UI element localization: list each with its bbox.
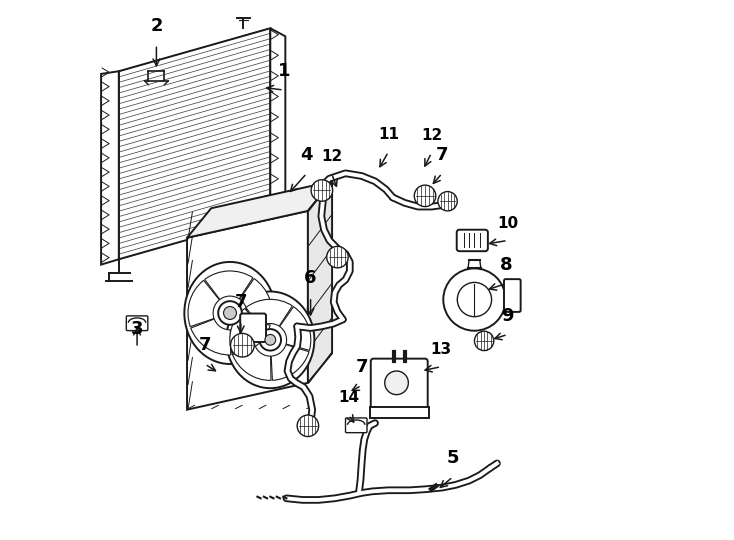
Text: 13: 13 xyxy=(431,342,451,357)
FancyBboxPatch shape xyxy=(371,359,428,410)
Wedge shape xyxy=(240,279,272,324)
FancyBboxPatch shape xyxy=(457,230,488,251)
Circle shape xyxy=(385,371,408,395)
Text: 2: 2 xyxy=(150,17,163,35)
Wedge shape xyxy=(191,319,230,355)
Text: 10: 10 xyxy=(497,216,518,231)
Circle shape xyxy=(218,301,241,325)
FancyBboxPatch shape xyxy=(126,316,148,330)
Polygon shape xyxy=(101,71,119,265)
Text: 12: 12 xyxy=(321,148,342,164)
Circle shape xyxy=(224,307,236,320)
Wedge shape xyxy=(280,307,310,350)
Circle shape xyxy=(297,415,319,436)
Text: 9: 9 xyxy=(501,307,514,325)
Circle shape xyxy=(311,180,333,201)
Text: 8: 8 xyxy=(501,256,513,274)
Wedge shape xyxy=(230,308,260,353)
Text: 6: 6 xyxy=(305,269,317,287)
Text: 3: 3 xyxy=(131,320,143,338)
Ellipse shape xyxy=(184,262,276,364)
Circle shape xyxy=(438,192,457,211)
Text: 14: 14 xyxy=(338,390,360,406)
Polygon shape xyxy=(187,181,332,238)
Polygon shape xyxy=(187,211,308,410)
Circle shape xyxy=(265,334,276,345)
Text: 7: 7 xyxy=(436,146,448,164)
Wedge shape xyxy=(188,280,219,327)
Polygon shape xyxy=(270,28,286,227)
Text: 7: 7 xyxy=(234,293,247,312)
Polygon shape xyxy=(119,28,270,259)
Wedge shape xyxy=(246,299,292,327)
Text: 11: 11 xyxy=(378,127,399,142)
FancyBboxPatch shape xyxy=(240,314,266,342)
FancyBboxPatch shape xyxy=(346,418,367,433)
Circle shape xyxy=(414,185,436,207)
Circle shape xyxy=(327,246,348,268)
Wedge shape xyxy=(205,271,253,300)
Text: 4: 4 xyxy=(301,146,313,164)
Polygon shape xyxy=(370,407,429,418)
Polygon shape xyxy=(308,181,332,383)
Circle shape xyxy=(260,329,281,350)
FancyBboxPatch shape xyxy=(504,279,520,312)
Text: 12: 12 xyxy=(421,128,442,143)
Wedge shape xyxy=(233,346,271,380)
Circle shape xyxy=(474,331,494,350)
Text: 7: 7 xyxy=(198,336,211,354)
Circle shape xyxy=(443,268,506,330)
Text: 5: 5 xyxy=(447,449,459,467)
Wedge shape xyxy=(231,318,270,355)
Wedge shape xyxy=(271,345,309,380)
Text: 7: 7 xyxy=(355,358,368,376)
Text: 1: 1 xyxy=(277,62,290,80)
Circle shape xyxy=(230,333,254,357)
Ellipse shape xyxy=(226,292,314,388)
Circle shape xyxy=(457,282,492,316)
